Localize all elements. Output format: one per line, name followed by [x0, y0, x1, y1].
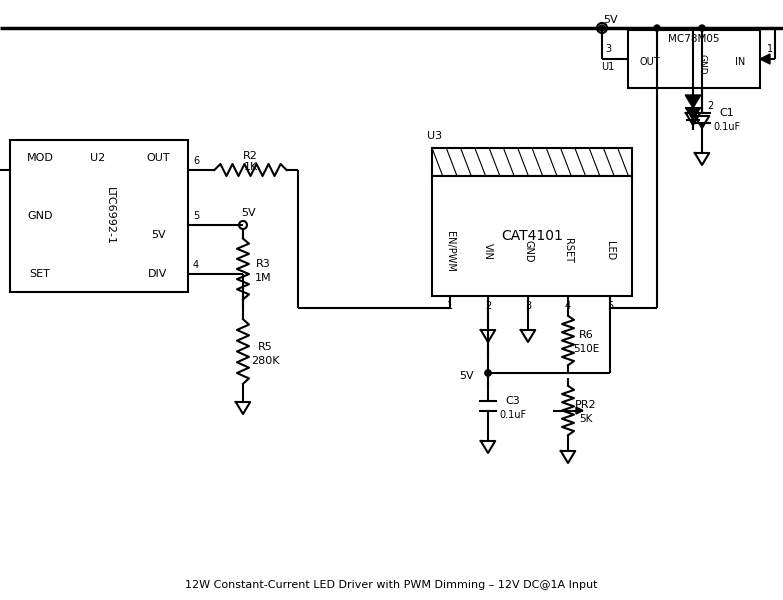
- Bar: [432, 148, 632, 176]
- Circle shape: [654, 25, 660, 31]
- Text: 510E: 510E: [573, 344, 599, 355]
- Bar: [10, 140, 188, 292]
- Text: IN: IN: [735, 57, 745, 67]
- Text: MC78M05: MC78M05: [668, 34, 720, 44]
- Text: 1: 1: [447, 301, 453, 311]
- Text: 5V: 5V: [150, 230, 165, 240]
- Text: R6: R6: [579, 331, 594, 340]
- Text: C1: C1: [720, 107, 734, 118]
- Text: 1: 1: [767, 44, 773, 54]
- Text: VIN: VIN: [483, 242, 493, 259]
- Text: 5V: 5V: [459, 371, 473, 381]
- Text: 6: 6: [193, 156, 199, 166]
- Text: U3: U3: [427, 131, 442, 141]
- Text: U2: U2: [90, 153, 106, 163]
- Text: 1K: 1K: [244, 162, 258, 172]
- Circle shape: [599, 25, 605, 31]
- Text: 5V: 5V: [240, 208, 255, 218]
- Text: LED: LED: [605, 241, 615, 260]
- Text: C3: C3: [506, 395, 521, 406]
- Text: MOD: MOD: [27, 153, 53, 163]
- Text: PR2: PR2: [576, 401, 597, 410]
- Text: 2: 2: [485, 301, 491, 311]
- Text: 4: 4: [565, 301, 571, 311]
- Text: 5: 5: [607, 301, 613, 311]
- Text: R3: R3: [255, 259, 270, 269]
- Text: 4: 4: [193, 260, 199, 270]
- Text: SET: SET: [30, 269, 50, 279]
- Text: CAT4101: CAT4101: [501, 229, 563, 243]
- Text: 5K: 5K: [579, 415, 593, 425]
- Text: 5V: 5V: [603, 15, 617, 25]
- Circle shape: [485, 370, 491, 376]
- Text: 12W Constant-Current LED Driver with PWM Dimming – 12V DC@1A Input: 12W Constant-Current LED Driver with PWM…: [185, 580, 597, 590]
- Circle shape: [485, 370, 491, 376]
- Bar: [432, 176, 632, 296]
- Circle shape: [699, 25, 705, 31]
- Text: 3: 3: [605, 44, 611, 54]
- Text: OUT: OUT: [146, 153, 170, 163]
- Text: 280K: 280K: [251, 355, 280, 365]
- Text: EN/PWM: EN/PWM: [445, 230, 455, 271]
- Polygon shape: [685, 95, 701, 108]
- Text: 0.1uF: 0.1uF: [500, 409, 526, 419]
- Text: R5: R5: [258, 341, 272, 352]
- Text: LTC6992-1: LTC6992-1: [105, 187, 115, 245]
- Text: GND: GND: [698, 53, 706, 74]
- Text: 1M: 1M: [254, 273, 272, 283]
- Text: 0.1uF: 0.1uF: [713, 121, 741, 131]
- Text: 5: 5: [193, 211, 199, 221]
- Text: GND: GND: [27, 211, 52, 221]
- Text: OUT: OUT: [640, 57, 660, 67]
- Text: DIV: DIV: [148, 269, 168, 279]
- Bar: [628, 30, 760, 88]
- Polygon shape: [760, 54, 770, 64]
- Text: 2: 2: [707, 101, 713, 111]
- Polygon shape: [686, 108, 700, 120]
- Text: RSET: RSET: [563, 238, 573, 263]
- Text: GND: GND: [523, 240, 533, 262]
- Text: 3: 3: [525, 301, 531, 311]
- Text: R2: R2: [243, 151, 258, 161]
- Polygon shape: [576, 407, 583, 414]
- Text: U1: U1: [601, 62, 615, 72]
